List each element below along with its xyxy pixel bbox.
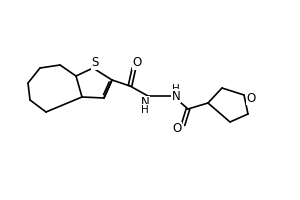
Text: O: O xyxy=(172,122,182,136)
Text: N: N xyxy=(172,90,180,102)
Text: H: H xyxy=(141,105,149,115)
Text: H: H xyxy=(172,84,180,94)
Text: N: N xyxy=(141,97,149,110)
Text: O: O xyxy=(132,56,142,70)
Text: O: O xyxy=(246,92,256,104)
Text: S: S xyxy=(91,56,99,70)
